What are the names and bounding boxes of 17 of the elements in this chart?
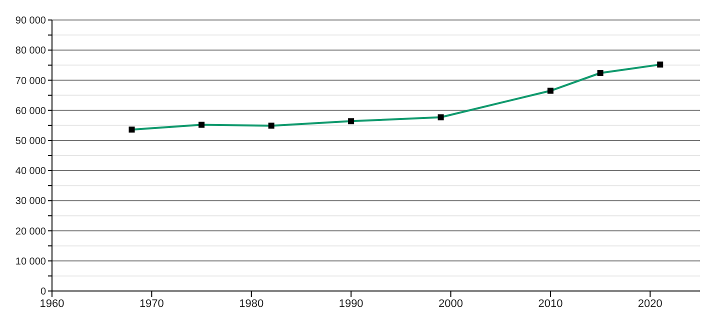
y-tick-label: 10 000: [15, 256, 46, 268]
y-tick-label: 70 000: [15, 76, 46, 87]
y-tick-label: 20 000: [15, 226, 46, 238]
y-tick-label: 0: [40, 286, 46, 298]
y-tick-label: 90 000: [15, 16, 46, 27]
y-tick-label: 40 000: [15, 166, 46, 178]
x-tick-label: 2020: [638, 298, 662, 310]
y-tick-label: 60 000: [15, 106, 46, 117]
x-tick-label: 2000: [438, 298, 464, 310]
y-tick-label: 30 000: [15, 196, 46, 208]
y-tick-label: 80 000: [15, 46, 46, 57]
x-tick-label: 1980: [239, 298, 264, 310]
x-tick-label: 2010: [538, 298, 563, 310]
y-tick-label: 50 000: [15, 136, 46, 147]
x-tick-label: 1990: [338, 298, 364, 310]
x-tick-label: 1960: [40, 298, 64, 310]
x-tick-label: 1970: [139, 298, 164, 310]
